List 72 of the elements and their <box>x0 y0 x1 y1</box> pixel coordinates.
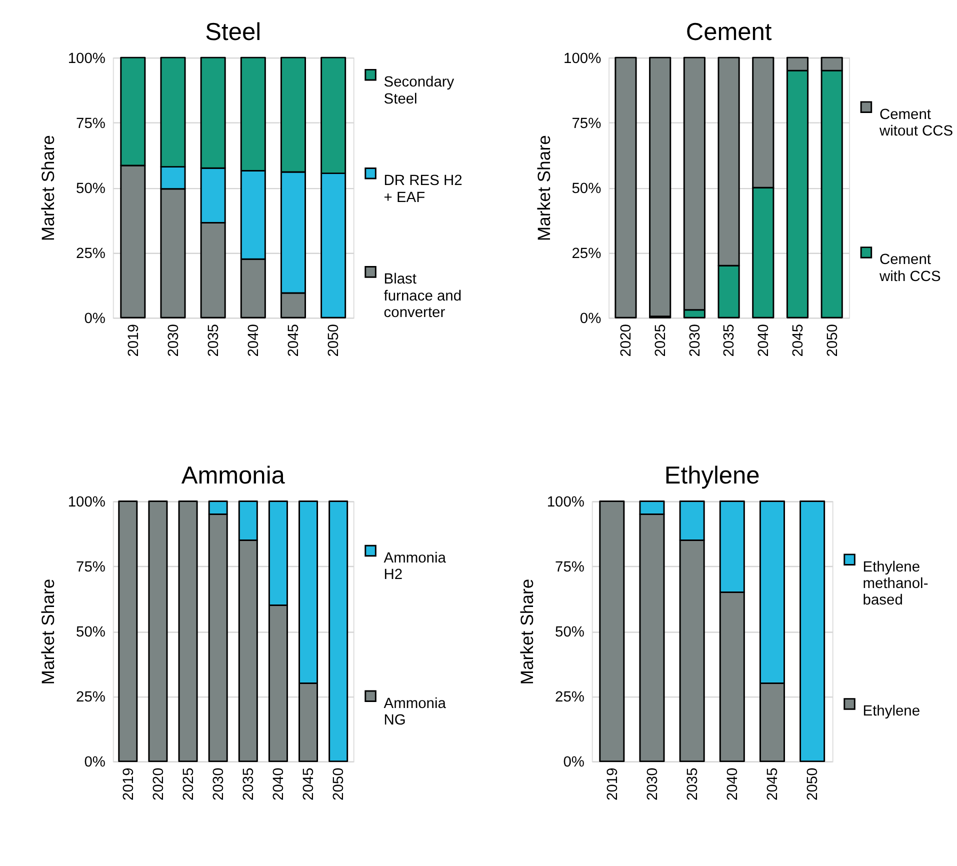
x-tick-label: 2045 <box>286 324 302 357</box>
x-tick-label: 2019 <box>604 768 621 800</box>
legend-label: Ammonia NG <box>384 696 447 729</box>
legend-label: Cement with CCS <box>878 252 941 285</box>
bar <box>328 500 348 762</box>
x-tick-label: 2030 <box>687 324 704 357</box>
y-tick-label: 0% <box>580 311 602 328</box>
legend-label: DR RES H2 + EAF <box>384 173 462 206</box>
x-tick-label: 2050 <box>824 324 841 357</box>
x-tick-label: 2035 <box>206 324 222 357</box>
x-tick-label: 2035 <box>722 324 738 357</box>
bar <box>614 56 637 318</box>
x-tick-label: 2040 <box>725 768 742 800</box>
y-axis-title: Market Share <box>517 578 538 685</box>
y-axis-title: Market Share <box>534 134 554 242</box>
x-tick-label: 2040 <box>271 768 288 800</box>
x-tick-label: 2035 <box>684 768 701 800</box>
x-tick-label: 2019 <box>126 324 142 357</box>
x-tick-label: 2045 <box>301 768 318 800</box>
y-tick-label: 50% <box>572 181 602 198</box>
x-tick-label: 2030 <box>166 324 182 357</box>
x-tick-label: 2050 <box>805 768 822 800</box>
y-tick-label: 25% <box>76 246 106 262</box>
y-tick-label: 100% <box>68 50 106 67</box>
x-tick-label: 2050 <box>326 324 342 357</box>
x-tick-label: 2050 <box>331 768 348 800</box>
legend-label: Secondary Steel <box>384 74 455 108</box>
legend-label: Ammonia H2 <box>384 550 447 584</box>
legend-label: Blast furnace and converter <box>384 272 462 322</box>
y-axis-title: Market Share <box>38 134 58 242</box>
x-tick-label: 2020 <box>618 324 635 357</box>
y-tick-label: 0% <box>84 754 106 771</box>
legend-label: Ethylene methanol-based <box>862 559 928 609</box>
chart-title: Ammonia <box>181 462 286 490</box>
x-tick-label: 2030 <box>210 768 227 800</box>
bar <box>118 500 138 762</box>
x-tick-label: 2045 <box>790 324 806 357</box>
y-tick-label: 50% <box>76 181 106 198</box>
x-tick-label: 2040 <box>756 324 772 357</box>
x-tick-label: 2045 <box>765 768 782 800</box>
x-tick-label: 2019 <box>120 768 137 800</box>
y-tick-label: 100% <box>564 50 602 67</box>
x-tick-label: 2020 <box>150 768 167 800</box>
x-tick-label: 2025 <box>180 768 197 800</box>
y-axis-title: Market Share <box>38 578 58 685</box>
y-tick-label: 25% <box>572 246 602 262</box>
x-tick-label: 2030 <box>644 768 661 800</box>
bar <box>599 500 625 762</box>
x-tick-label: 2040 <box>246 324 262 357</box>
y-tick-label: 50% <box>555 624 585 641</box>
y-tick-label: 75% <box>76 560 106 576</box>
y-tick-label: 25% <box>555 690 585 706</box>
y-tick-label: 50% <box>76 624 106 641</box>
x-tick-label: 2035 <box>241 768 258 800</box>
y-tick-label: 25% <box>76 690 106 706</box>
chart-title: Ethylene <box>664 462 760 490</box>
bar <box>148 500 168 762</box>
y-tick-label: 75% <box>572 116 602 132</box>
y-tick-label: 0% <box>563 754 585 771</box>
y-tick-label: 100% <box>68 494 106 511</box>
y-tick-label: 0% <box>84 311 106 328</box>
chart-title: Cement <box>686 18 772 46</box>
y-tick-label: 75% <box>555 560 585 576</box>
y-tick-label: 75% <box>76 116 106 132</box>
legend-label: Ethylene <box>862 704 920 720</box>
chart-title: Steel <box>205 18 262 46</box>
y-tick-label: 100% <box>546 494 585 511</box>
legend-label: Cement witout CCS <box>878 106 954 140</box>
bar <box>178 500 198 762</box>
bar <box>649 56 672 318</box>
bar <box>800 500 826 762</box>
x-tick-label: 2025 <box>652 324 669 357</box>
